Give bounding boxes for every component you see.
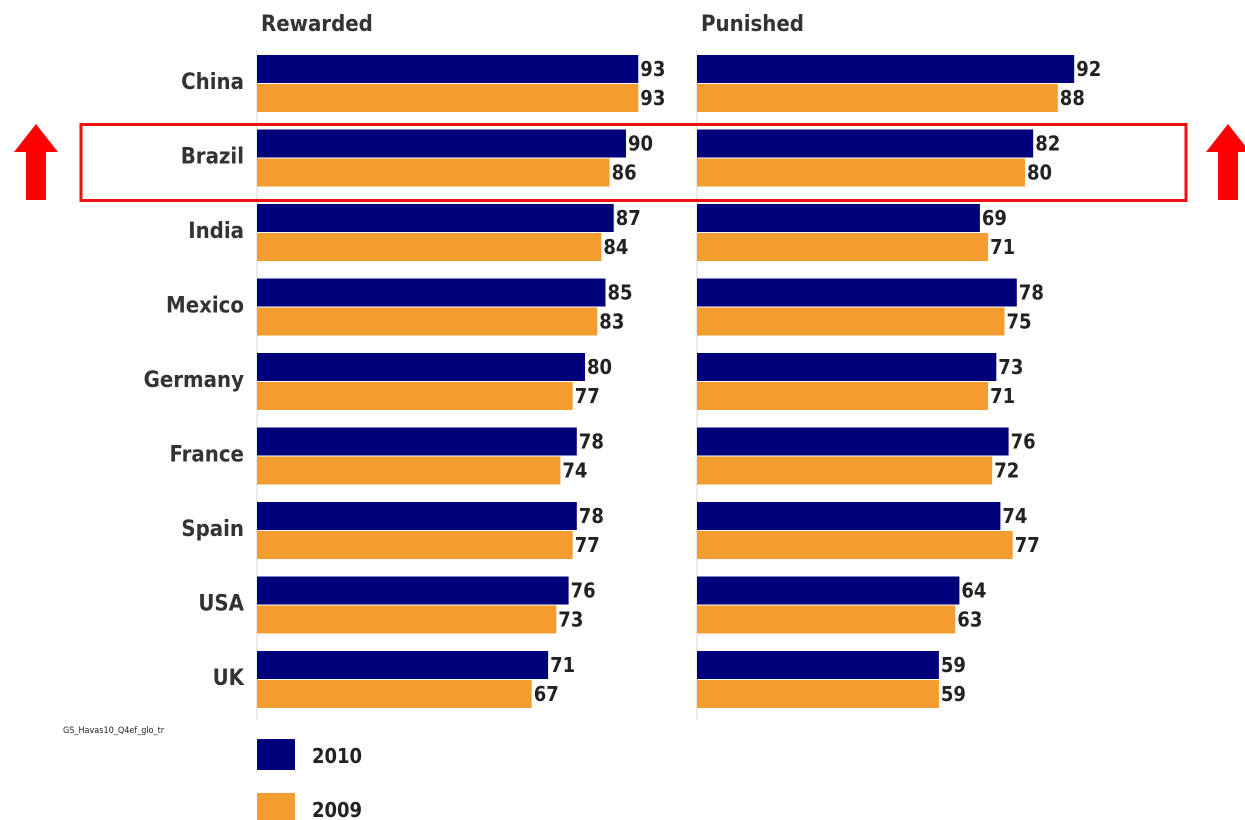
bar-rewarded-usa-2009: [257, 606, 556, 634]
legend-label-2010: 2010: [312, 744, 362, 768]
category-label-india: India: [188, 219, 244, 244]
bar-punished-india-2010: [697, 204, 980, 232]
value-label-punished-india-2010: 69: [982, 206, 1007, 230]
value-label-rewarded-uk-2010: 71: [550, 653, 575, 677]
bar-rewarded-germany-2010: [257, 353, 585, 381]
value-label-rewarded-china-2009: 93: [640, 86, 665, 110]
panel-title-rewarded: Rewarded: [261, 12, 373, 37]
bar-punished-uk-2009: [697, 680, 939, 708]
value-label-rewarded-spain-2009: 77: [575, 533, 600, 557]
value-label-punished-china-2010: 92: [1076, 57, 1101, 81]
value-label-punished-usa-2010: 64: [961, 579, 986, 603]
legend-swatch-2009: [257, 793, 295, 820]
bar-punished-usa-2009: [697, 606, 955, 634]
bar-rewarded-china-2010: [257, 55, 638, 83]
bar-punished-spain-2009: [697, 531, 1013, 559]
value-label-punished-germany-2009: 71: [990, 384, 1015, 408]
bar-rewarded-spain-2010: [257, 502, 577, 530]
bar-punished-germany-2010: [697, 353, 996, 381]
panel-title-punished: Punished: [701, 12, 804, 37]
bar-punished-india-2009: [697, 233, 988, 261]
source-note: GS_Havas10_Q4ef_glo_tr: [63, 726, 165, 736]
bar-punished-mexico-2010: [697, 279, 1017, 307]
bar-rewarded-germany-2009: [257, 382, 573, 410]
up-arrow-icon-right: [1206, 124, 1245, 200]
category-label-france: France: [170, 443, 245, 468]
value-label-rewarded-usa-2010: 76: [571, 579, 596, 603]
value-label-punished-france-2009: 72: [994, 459, 1019, 483]
bar-rewarded-mexico-2010: [257, 279, 606, 307]
value-label-punished-usa-2009: 63: [957, 608, 982, 632]
value-label-rewarded-brazil-2009: 86: [612, 161, 637, 185]
value-label-punished-brazil-2009: 80: [1027, 161, 1052, 185]
up-arrow-icon-left: [14, 124, 58, 200]
bar-rewarded-france-2009: [257, 457, 560, 485]
bar-punished-china-2009: [697, 84, 1058, 112]
value-label-punished-spain-2009: 77: [1015, 533, 1040, 557]
bar-rewarded-brazil-2010: [257, 130, 626, 158]
value-label-punished-brazil-2010: 82: [1035, 132, 1060, 156]
value-label-rewarded-germany-2010: 80: [587, 355, 612, 379]
value-label-rewarded-usa-2009: 73: [558, 608, 583, 632]
category-label-china: China: [181, 70, 244, 95]
bar-rewarded-spain-2009: [257, 531, 573, 559]
category-label-uk: UK: [213, 666, 245, 691]
bar-rewarded-india-2010: [257, 204, 614, 232]
bar-rewarded-brazil-2009: [257, 159, 610, 187]
bar-punished-uk-2010: [697, 651, 939, 679]
legend: 2010 2009: [257, 739, 362, 820]
category-label-spain: Spain: [181, 517, 244, 542]
value-label-punished-spain-2010: 74: [1002, 504, 1027, 528]
bar-punished-germany-2009: [697, 382, 988, 410]
bar-punished-mexico-2009: [697, 308, 1005, 336]
category-label-germany: Germany: [144, 368, 245, 393]
bar-rewarded-china-2009: [257, 84, 638, 112]
panel-rewarded: Rewarded China 93 93 Brazil 90 86 India 87 84 Mexi…: [144, 12, 666, 720]
value-label-punished-uk-2009: 59: [941, 682, 966, 706]
bar-rewarded-india-2009: [257, 233, 601, 261]
bar-punished-france-2010: [697, 428, 1009, 456]
value-label-punished-mexico-2009: 75: [1007, 310, 1032, 334]
legend-label-2009: 2009: [312, 798, 362, 820]
bar-punished-france-2009: [697, 457, 992, 485]
value-label-rewarded-mexico-2009: 83: [599, 310, 624, 334]
legend-swatch-2010: [257, 739, 295, 770]
value-label-rewarded-france-2010: 78: [579, 430, 604, 454]
value-label-rewarded-india-2009: 84: [603, 235, 628, 259]
value-label-punished-china-2009: 88: [1060, 86, 1085, 110]
bar-rewarded-france-2010: [257, 428, 577, 456]
bar-punished-spain-2010: [697, 502, 1000, 530]
value-label-punished-uk-2010: 59: [941, 653, 966, 677]
value-label-punished-germany-2010: 73: [998, 355, 1023, 379]
value-label-rewarded-mexico-2010: 85: [608, 281, 633, 305]
bar-rewarded-usa-2010: [257, 577, 569, 605]
bar-punished-usa-2010: [697, 577, 959, 605]
value-label-punished-india-2009: 71: [990, 235, 1015, 259]
panel-punished: Punished92888280697178757371767274776463…: [697, 12, 1101, 720]
value-label-rewarded-uk-2009: 67: [534, 682, 559, 706]
bar-rewarded-mexico-2009: [257, 308, 597, 336]
value-label-rewarded-france-2009: 74: [562, 459, 587, 483]
value-label-rewarded-china-2010: 93: [640, 57, 665, 81]
category-label-usa: USA: [198, 592, 244, 617]
value-label-rewarded-india-2010: 87: [616, 206, 641, 230]
value-label-rewarded-germany-2009: 77: [575, 384, 600, 408]
value-label-punished-france-2010: 76: [1011, 430, 1036, 454]
bar-rewarded-uk-2010: [257, 651, 548, 679]
bar-punished-brazil-2009: [697, 159, 1025, 187]
category-label-brazil: Brazil: [181, 145, 244, 170]
value-label-rewarded-spain-2010: 78: [579, 504, 604, 528]
category-label-mexico: Mexico: [166, 294, 244, 319]
value-label-rewarded-brazil-2010: 90: [628, 132, 653, 156]
bar-rewarded-uk-2009: [257, 680, 532, 708]
bar-punished-brazil-2010: [697, 130, 1033, 158]
value-label-punished-mexico-2010: 78: [1019, 281, 1044, 305]
chart-panels: Rewarded China 93 93 Brazil 90 86 India 87 84 Mexi…: [144, 12, 1102, 720]
bar-punished-china-2010: [697, 55, 1074, 83]
